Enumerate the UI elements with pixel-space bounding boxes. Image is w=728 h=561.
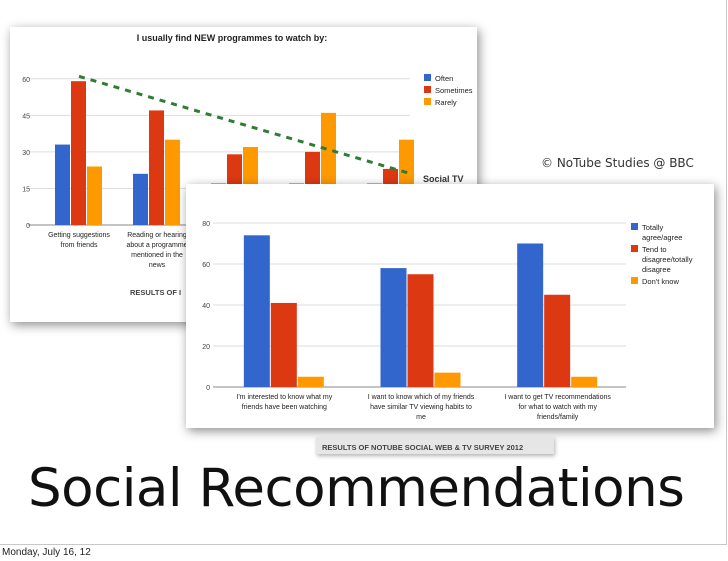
bar-rarely-2 (165, 139, 180, 225)
bar-tend-to-disagree-totally-disagree-1 (270, 302, 297, 387)
x-tick-label-1: from friends (61, 242, 98, 249)
legend-label-3: Don't know (642, 277, 679, 286)
x-tick-label-3: friends/family (537, 414, 579, 421)
legend-swatch-3 (424, 98, 431, 105)
legend-label-2: Sometimes (435, 86, 473, 95)
bar-often-1 (55, 144, 70, 225)
slide-date: Monday, July 16, 12 (2, 547, 91, 558)
chart2-footer-caption: RESULTS OF NOTUBE SOCIAL WEB & TV SURVEY… (322, 443, 524, 452)
bar-sometimes-1 (71, 81, 86, 225)
copyright-note: © NoTube Studies @ BBC (541, 156, 694, 170)
social-tv-annotation: Social TV (423, 174, 464, 184)
chart-social-recommendations: 0 20 40 60 80 I'm interested to know what my f… (202, 221, 693, 421)
x-tick-label-3: I want to get TV recommendations (504, 394, 611, 401)
legend-label-2: Tend to (642, 245, 667, 254)
bar-don-t-know-3 (571, 376, 598, 387)
bar-often-2 (133, 173, 148, 225)
x-tick-label-2: news (149, 262, 166, 269)
x-tick-label-2: Reading or hearing (127, 232, 187, 239)
x-tick-label-3: for what to watch with my (518, 404, 597, 411)
legend-swatch-1 (424, 74, 431, 81)
bar-totally-agree-agree-1 (243, 235, 270, 387)
x-tick-label-2: I want to know which of my friends (368, 394, 475, 401)
trend-line (78, 74, 412, 176)
results-caption-strip (316, 437, 554, 454)
y-tick-label-60: 60 (22, 77, 30, 84)
slide-frame (0, 0, 727, 545)
x-tick-label-2: me (416, 414, 426, 421)
x-tick-label-2: mentioned in the (131, 252, 183, 259)
x-tick-label-1: I'm interested to know what my (236, 394, 332, 401)
y-tick-label-40: 40 (202, 303, 210, 310)
bar-don-t-know-1 (297, 376, 324, 387)
legend-label-2: disagree/totally (642, 255, 693, 264)
bar-rarely-1 (87, 166, 102, 225)
chart1-footer-caption: RESULTS OF I (130, 288, 182, 297)
chart-title: I usually find NEW programmes to watch b… (137, 33, 328, 43)
y-tick-label-45: 45 (22, 113, 30, 120)
legend-swatch-2 (424, 86, 431, 93)
slide-title: Social Recommendations (28, 458, 685, 519)
y-tick-label-0: 0 (206, 385, 210, 392)
x-tick-label-2: have similar TV viewing habits to (370, 404, 472, 411)
legend-label-2: disagree (642, 265, 671, 274)
x-tick-label-1: Getting suggestions (48, 232, 110, 239)
bar-tend-to-disagree-totally-disagree-3 (544, 294, 571, 387)
y-tick-label-80: 80 (202, 221, 210, 228)
y-tick-label-30: 30 (22, 150, 30, 157)
legend-swatch-3 (631, 277, 638, 284)
bar-don-t-know-2 (434, 372, 461, 387)
bar-tend-to-disagree-totally-disagree-2 (407, 274, 434, 387)
x-tick-label-1: friends have been watching (242, 404, 327, 411)
legend-swatch-1 (631, 223, 638, 230)
bar-sometimes-2 (149, 110, 164, 225)
legend-label-1: Totally (642, 223, 664, 232)
legend-label-1: agree/agree (642, 233, 682, 242)
legend-label-1: Often (435, 74, 453, 83)
y-tick-label-15: 15 (22, 186, 30, 193)
x-tick-label-2: about a programme (126, 242, 187, 249)
bar-totally-agree-agree-2 (380, 268, 407, 387)
y-tick-label-60: 60 (202, 262, 210, 269)
y-tick-label-20: 20 (202, 344, 210, 351)
y-tick-label-0: 0 (26, 223, 30, 230)
chart-new-programmes: I usually find NEW programmes to watch b… (22, 33, 473, 269)
bar-totally-agree-agree-3 (517, 243, 544, 387)
chart-card-social-recommendations: 0 20 40 60 80 I'm interested to know what my f… (186, 184, 714, 428)
legend-swatch-2 (631, 245, 638, 252)
legend-label-3: Rarely (435, 98, 457, 107)
